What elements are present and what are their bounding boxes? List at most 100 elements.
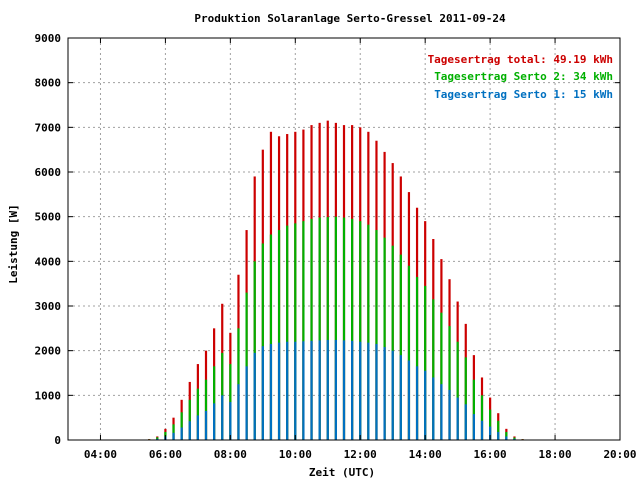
x-tick-label: 16:00 [474,448,507,461]
bar [359,341,362,440]
y-axis-ticks: 0 1000 2000 3000 4000 5000 6000 7000 8000 9000 [35,32,620,447]
bar [269,343,273,440]
bar [472,379,475,440]
y-tick-label: 7000 [35,121,62,134]
bar [472,414,475,440]
x-tick-label: 18:00 [538,448,571,461]
bar [277,342,281,440]
bar [342,340,346,440]
bar [424,370,427,440]
bar [294,223,297,440]
bar [456,341,459,440]
x-tick-label: 04:00 [84,448,117,461]
bar [326,217,329,440]
y-tick-label: 1000 [35,389,62,402]
x-axis-label: Zeit (UTC) [309,466,375,479]
bar [237,384,240,440]
bar [505,436,508,440]
bar [261,346,264,440]
bar [302,341,305,440]
legend-item-serto-2: Tagesertrag Serto 2: 34 kWh [434,70,613,83]
bar [213,403,216,440]
x-tick-label: 06:00 [149,448,182,461]
bar [245,366,248,440]
bar [391,350,394,440]
legend-item-total: Tagesertrag total: 49.19 kWh [428,53,613,66]
bar [253,352,256,440]
bar [448,326,451,440]
bar [464,357,467,440]
x-tick-label: 08:00 [214,448,247,461]
bar [229,402,232,440]
y-tick-label: 8000 [35,77,62,90]
bar [261,243,264,440]
bar [334,339,337,440]
y-tick-label: 2000 [35,345,62,358]
bar [269,234,273,440]
bar [497,420,500,440]
bar [204,410,208,440]
bar [310,218,313,440]
bar [310,340,313,440]
bar [318,217,321,440]
bar [415,276,419,440]
bar [424,285,427,440]
bar [351,218,354,440]
bar [196,415,199,440]
y-tick-label: 9000 [35,32,62,45]
bar [407,265,411,440]
y-tick-label: 5000 [35,211,62,224]
bar [326,339,329,440]
bar [196,388,199,440]
bar [480,395,484,440]
bar [432,377,435,440]
bar [213,366,216,440]
bar [505,431,508,440]
bar [513,437,516,440]
bar [156,437,159,440]
x-tick-label: 10:00 [279,448,312,461]
bar [351,340,354,440]
bar [415,366,419,440]
bar [440,312,443,440]
bar [204,379,208,440]
bar [367,224,370,440]
y-tick-label: 4000 [35,255,62,268]
bar [407,360,411,440]
x-axis-ticks: 04:00 06:00 08:00 10:00 12:00 14:00 16:00 18:00… [84,38,637,461]
bar [318,340,321,440]
bar [253,261,256,440]
bar [375,343,378,440]
bar [497,431,500,440]
x-tick-label: 14:00 [409,448,442,461]
bar [399,355,402,440]
series-2 [148,339,524,440]
bars [148,120,524,441]
bar [383,347,386,440]
y-tick-label: 0 [54,434,61,447]
bar [286,341,289,440]
chart-title: Produktion Solaranlage Serto-Gressel 201… [194,12,506,25]
y-axis-label: Leistung [W] [7,204,20,283]
bar [180,412,183,440]
bar [391,245,394,440]
bar [172,432,175,440]
bar [399,254,402,440]
bar [302,221,305,440]
bar [277,230,281,440]
bar [294,341,297,440]
bar [383,237,386,440]
y-tick-label: 3000 [35,300,62,313]
bar [432,299,435,440]
bar [188,399,191,440]
bar [286,225,289,440]
x-tick-label: 12:00 [344,448,377,461]
y-tick-label: 6000 [35,166,62,179]
bar [440,384,443,440]
bar [367,342,370,440]
bar [180,427,183,440]
bar [156,438,159,440]
bar [221,395,224,440]
bar [188,421,191,440]
